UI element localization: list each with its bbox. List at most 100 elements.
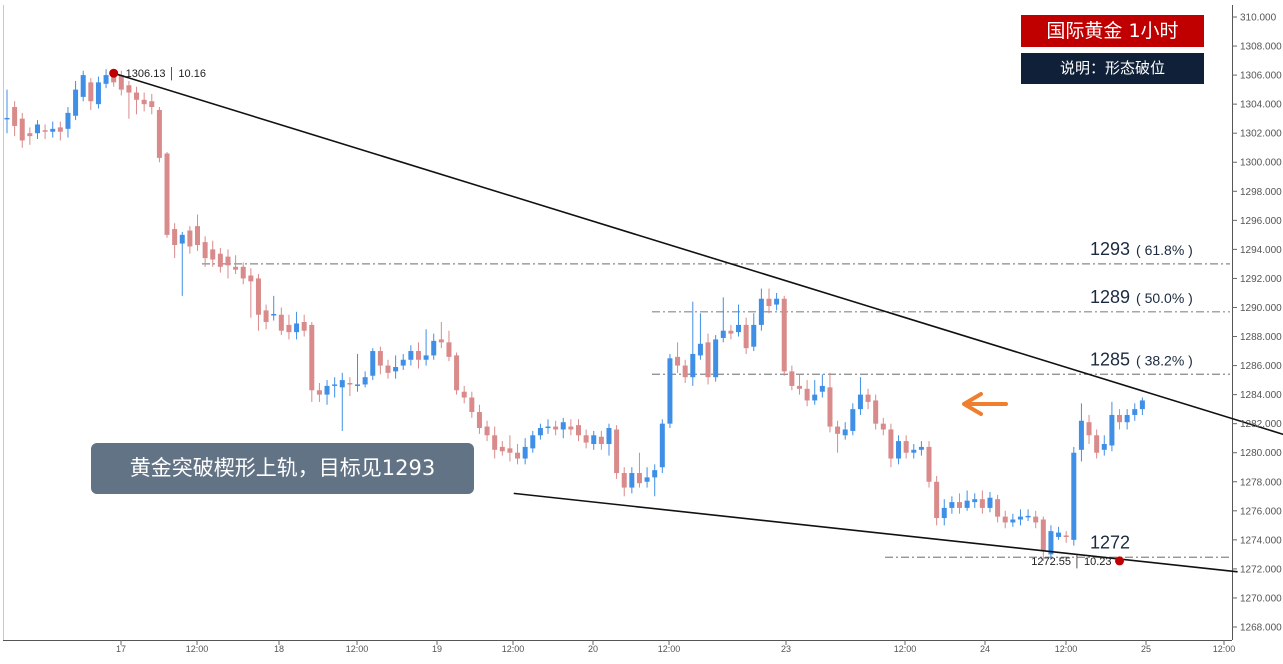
candle: [888, 423, 894, 468]
candle: [1139, 397, 1145, 415]
candle-body: [537, 428, 543, 436]
candle: [134, 86, 140, 115]
candle: [164, 152, 170, 238]
y-tick-label: 1308.000: [1240, 42, 1282, 53]
candle-body: [743, 324, 749, 349]
candle-body: [621, 473, 627, 488]
chart-title-badge: 国际黄金 1小时: [1021, 15, 1204, 47]
chart-description-badge: 说明：形态破位: [1021, 53, 1204, 84]
candle: [926, 441, 932, 488]
candle-body: [835, 426, 841, 434]
candle-body: [1139, 400, 1145, 410]
candle-body: [187, 230, 193, 247]
candle-body: [1040, 519, 1046, 552]
y-tick-label: 310.000: [1240, 13, 1277, 24]
candle-body: [842, 429, 848, 436]
candle: [172, 223, 178, 259]
candle-body: [530, 435, 536, 449]
candle-body: [614, 429, 620, 474]
fib-level-label: 1285( 38.2% ): [1090, 349, 1193, 369]
candle: [667, 353, 673, 429]
candle: [1124, 409, 1130, 430]
candle-body: [446, 342, 452, 357]
candle-body: [515, 452, 521, 459]
candle: [423, 329, 429, 366]
candle: [408, 345, 414, 366]
candle-body: [217, 253, 223, 267]
x-tick-label: 12:00: [1213, 644, 1236, 654]
candle-body: [332, 384, 338, 386]
candle-body: [42, 130, 48, 132]
candle: [743, 317, 749, 354]
candle-body: [812, 394, 818, 401]
candle-body: [400, 359, 406, 366]
candle: [438, 322, 444, 349]
candle-body: [309, 324, 315, 391]
candle: [1109, 401, 1115, 452]
candle: [857, 377, 863, 415]
candle-body: [560, 422, 566, 430]
candle: [34, 120, 40, 139]
candle: [636, 452, 642, 488]
candle: [812, 380, 818, 405]
candle-body: [1094, 435, 1100, 453]
candle: [537, 423, 543, 440]
candle-body: [629, 473, 635, 488]
candle-body: [804, 388, 810, 401]
candle-body: [995, 499, 1001, 517]
candle-body: [278, 314, 284, 331]
candle: [560, 417, 566, 439]
y-tick-label: 1274.000: [1240, 535, 1282, 546]
y-tick-label: 1284.000: [1240, 390, 1282, 401]
candle: [911, 444, 917, 459]
candle-body: [690, 353, 696, 378]
candle: [1010, 513, 1016, 527]
candle-body: [720, 330, 726, 338]
candle: [1094, 429, 1100, 459]
candle-body: [949, 502, 955, 508]
candle-body: [606, 428, 612, 444]
candle-body: [827, 387, 833, 427]
candle-body: [789, 371, 795, 386]
candle-body: [568, 426, 574, 430]
candle-body: [286, 324, 292, 333]
candlestick-series: [4, 69, 1145, 561]
candle-body: [979, 499, 985, 508]
candle-body: [682, 365, 688, 378]
candle-body: [88, 82, 94, 102]
candle: [987, 491, 993, 513]
candle: [400, 353, 406, 370]
candle: [385, 359, 391, 379]
pivot-label: 1306.13 │ 10.16: [126, 66, 206, 81]
candle-body: [141, 99, 147, 105]
y-tick-label: 1282.000: [1240, 419, 1282, 430]
candle: [1101, 435, 1107, 456]
candle: [42, 124, 48, 139]
candle-body: [179, 234, 185, 244]
candle-body: [118, 75, 124, 90]
y-tick-label: 1268.000: [1240, 623, 1282, 634]
price-axis: 310.000 1308.000 1306.000 1304.000 1302.000 1…: [1232, 13, 1282, 634]
candle-body: [164, 153, 170, 235]
candle: [271, 295, 277, 321]
candle-body: [195, 226, 200, 246]
y-tick-label: 1296.000: [1240, 216, 1282, 227]
candle: [57, 121, 63, 141]
candle-body: [667, 358, 673, 424]
candle: [301, 314, 307, 337]
candle: [1033, 510, 1039, 529]
candle-body: [111, 75, 117, 83]
candle: [789, 365, 795, 391]
candle: [606, 423, 612, 456]
candle: [370, 348, 376, 381]
candle: [751, 313, 757, 352]
candle-body: [697, 343, 703, 356]
candle-body: [857, 394, 863, 410]
candle: [355, 353, 361, 392]
candle-body: [644, 477, 650, 482]
candle: [1040, 516, 1046, 561]
candle: [1071, 446, 1077, 546]
candle: [949, 496, 955, 514]
candle: [332, 377, 338, 398]
candle-body: [972, 499, 978, 503]
